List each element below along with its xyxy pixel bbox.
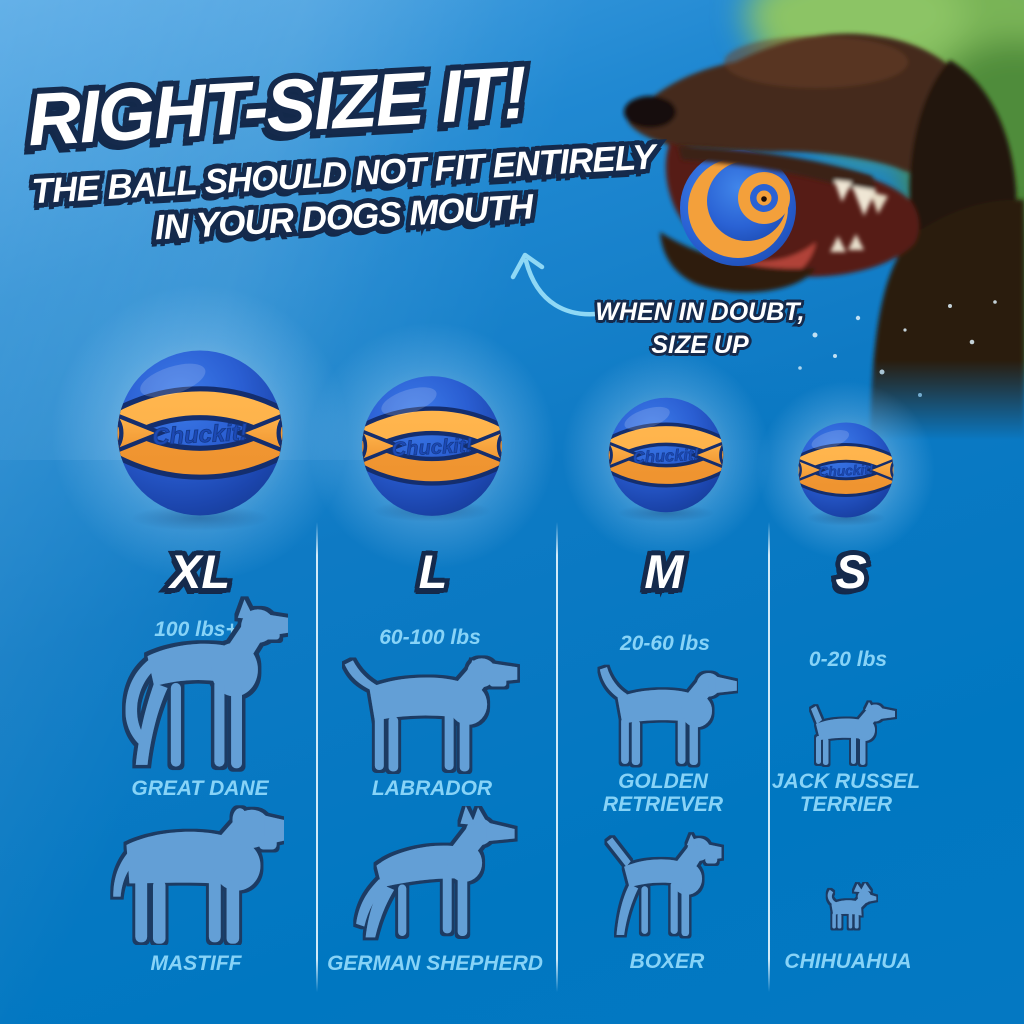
- headline-block: RIGHT-SIZE IT! RIGHT-SIZE IT! THE BALL SH…: [20, 45, 660, 256]
- breed-label-german-shepherd: GERMAN SHEPHERD: [327, 952, 543, 975]
- weight-range-l: 60-100 lbs: [379, 626, 481, 649]
- weight-range-s: 0-20 lbs: [808, 648, 888, 671]
- jack-russel-terrier-silhouette: [811, 702, 895, 765]
- squeaker-ball-in-mouth: [680, 150, 796, 266]
- breed-label-mastiff: MASTIFF: [150, 952, 242, 975]
- dog-with-ball-photo: [620, 0, 1024, 440]
- breed-label-labrador: LABRADOR: [371, 777, 493, 800]
- chuckit-ball-m: [607, 396, 725, 514]
- labrador-silhouette: [344, 658, 518, 772]
- breed-label-great-dane: GREAT DANE: [131, 777, 269, 800]
- chuckit-ball-s: [797, 421, 895, 519]
- boxer-silhouette: [606, 834, 722, 937]
- great-dane-silhouette: [125, 599, 288, 769]
- size-up-arrow-icon: [510, 252, 608, 317]
- column-divider-2: [556, 522, 558, 992]
- breed-label-boxer: BOXER: [629, 950, 705, 973]
- ball-shadow-s: [806, 510, 886, 526]
- weight-range-m: 20-60 lbs: [620, 632, 710, 655]
- callout-line1: WHEN IN DOUBT, WHEN IN DOUBT,: [593, 296, 807, 329]
- weight-range-xl: 100 lbs+: [154, 618, 238, 641]
- chuckit-ball-l: [360, 374, 504, 518]
- breed-label-golden-retriever: GOLDEN RETRIEVER: [602, 770, 724, 817]
- chihuahua-silhouette: [827, 882, 877, 929]
- column-divider-3: [768, 522, 770, 992]
- size-label-xl: XL XL: [165, 544, 234, 600]
- breed-label-jack-russel-terrier: JACK RUSSEL TERRIER: [771, 770, 921, 817]
- breed-label-chihuahua: CHIHUAHUA: [784, 950, 912, 973]
- column-divider-1: [316, 522, 318, 992]
- ball-shadow-m: [617, 504, 715, 522]
- chuckit-ball-xl: [115, 348, 285, 518]
- size-up-callout: WHEN IN DOUBT, WHEN IN DOUBT, SIZE UP SIZE…: [560, 296, 840, 361]
- callout-line2: SIZE UP SIZE UP: [649, 328, 751, 361]
- golden-retriever-silhouette: [599, 667, 737, 766]
- german-shepherd-silhouette: [356, 806, 515, 938]
- upper-jaw-and-teeth: [678, 146, 888, 252]
- mastiff-silhouette: [113, 808, 284, 944]
